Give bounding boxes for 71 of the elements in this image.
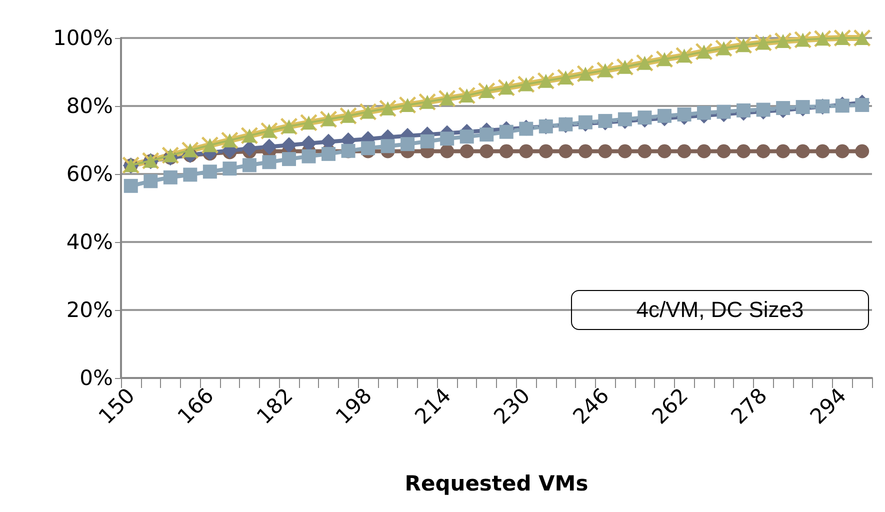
x-tick-label: 198 [331,384,377,429]
point [697,106,712,120]
point [280,137,297,154]
point [618,112,632,126]
point [480,144,494,158]
point [460,130,474,144]
y-tick-label: 0% [80,366,113,390]
point [598,114,612,128]
x-axis-title: Requested VMs [404,472,588,496]
point [440,132,454,146]
point [657,108,672,123]
point [380,139,395,154]
point [736,103,751,118]
point [796,144,810,158]
point [598,144,612,158]
point [261,138,278,155]
point [756,144,770,158]
point [855,98,870,112]
point [222,162,237,176]
point [677,144,692,158]
point [241,140,258,156]
point [816,144,830,158]
point [716,104,731,119]
point [558,144,573,158]
point [282,152,296,166]
point [361,141,376,156]
y-tick-label: 60% [66,162,113,186]
point [420,134,434,148]
point [400,137,415,152]
point [183,168,198,182]
point [499,144,514,158]
point [756,102,770,117]
x-tick-label: 166 [173,384,218,429]
y-tick-label: 20% [66,298,113,322]
point [697,144,712,158]
point [677,108,692,122]
point [855,144,870,158]
point [618,144,632,158]
point [163,170,178,184]
point [440,144,454,158]
point [202,164,217,179]
point [578,115,592,130]
x-tick-label: 294 [806,384,851,429]
point [578,144,592,158]
point [638,144,652,158]
point [776,101,790,116]
point [124,178,138,193]
x-tick-label: 278 [726,384,772,429]
point [538,144,553,158]
point [262,155,276,170]
point [322,146,336,161]
x-tick-label: 182 [252,384,298,429]
annotation: 4c/VM, DC Size3 [571,290,869,330]
point [716,144,731,158]
point [242,158,256,172]
x-tick-label: 214 [410,384,456,429]
y-tick-label: 80% [66,94,113,118]
point [776,144,790,158]
point [658,144,672,158]
point [460,144,474,158]
x-tick-label: 230 [489,384,535,429]
point [519,144,534,158]
point [144,174,158,188]
point [736,144,751,158]
point [835,144,850,158]
point [480,128,494,142]
x-tick-label: 262 [647,384,693,429]
y-tick-label: 100% [52,26,113,50]
y-tick-label: 40% [66,230,113,254]
point [638,110,652,125]
point [499,124,514,139]
